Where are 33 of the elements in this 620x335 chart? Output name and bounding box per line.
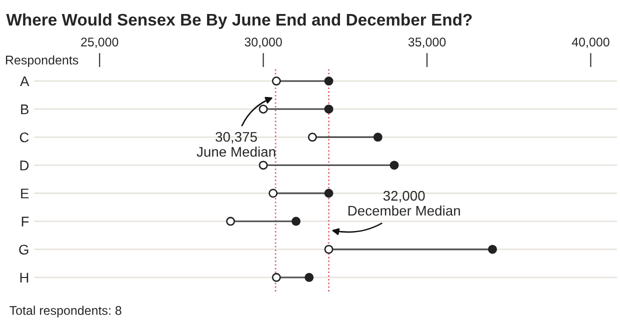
- chart-title: Where Would Sensex Be By June End and December End?: [6, 13, 472, 29]
- ref-line-label: 30,375 June Median: [196, 132, 276, 157]
- point: [373, 132, 382, 142]
- point: [390, 160, 399, 170]
- point: [324, 188, 334, 198]
- point: [324, 244, 334, 254]
- y-tick-label: C: [20, 132, 29, 142]
- y-axis-title: Respondents: [6, 55, 78, 67]
- point: [272, 76, 281, 86]
- x-tick-label: 35,000: [408, 38, 446, 48]
- point: [308, 132, 317, 142]
- point: [258, 160, 268, 170]
- point: [268, 188, 278, 198]
- y-tick-label: B: [21, 104, 29, 114]
- point: [324, 104, 334, 114]
- ref-line-label: 32,000 December Median: [348, 190, 460, 216]
- point: [272, 272, 281, 282]
- y-tick-label: F: [22, 216, 29, 226]
- y-tick-label: A: [20, 76, 30, 86]
- y-tick-label: D: [20, 160, 29, 170]
- x-tick-label: 25,000: [81, 38, 118, 48]
- point: [324, 76, 334, 86]
- point: [292, 216, 301, 226]
- x-tick-label: 40,000: [572, 38, 610, 48]
- point: [304, 272, 314, 282]
- y-tick-label: G: [19, 244, 28, 255]
- y-tick-label: E: [21, 188, 29, 198]
- y-tick-label: H: [20, 272, 28, 282]
- point: [226, 216, 236, 226]
- x-tick-label: 30,000: [244, 38, 282, 48]
- point: [488, 244, 497, 254]
- text: Total respondents: 8: [10, 306, 122, 318]
- point: [258, 104, 268, 114]
